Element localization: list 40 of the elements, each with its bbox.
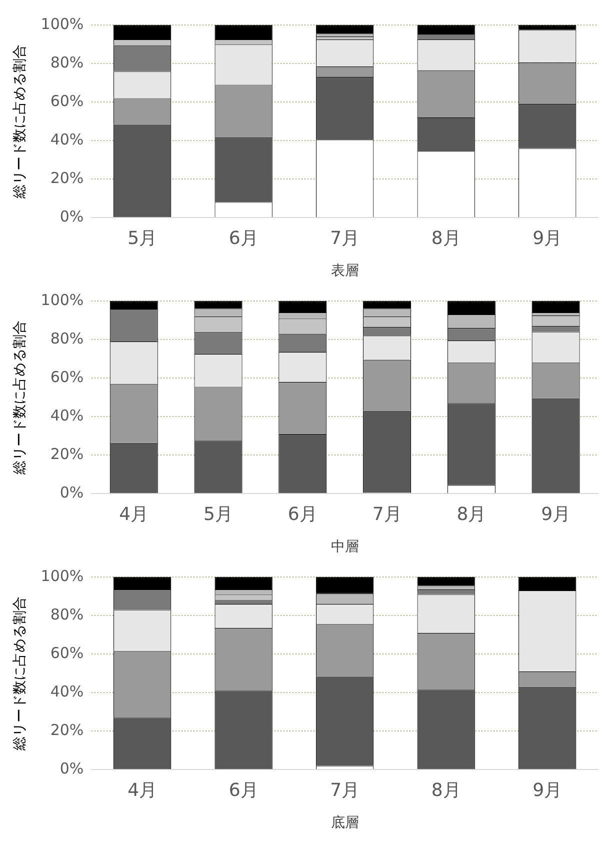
x-tick-label: 5月 bbox=[128, 228, 158, 250]
x-tick-label: 4月 bbox=[128, 780, 158, 802]
y-tick-label: 20% bbox=[50, 168, 84, 187]
x-axis-title: 中層 bbox=[330, 539, 359, 556]
y-tick-label: 80% bbox=[50, 53, 84, 72]
y-tick-label: 60% bbox=[50, 368, 84, 386]
x-tick-label: 9月 bbox=[532, 228, 562, 250]
y-tick-label: 100% bbox=[40, 566, 84, 585]
x-tick-label: 4月 bbox=[119, 504, 149, 526]
y-tick-label: 20% bbox=[50, 444, 84, 463]
y-tick-label: 100% bbox=[40, 14, 84, 33]
y-tick-label: 40% bbox=[50, 130, 84, 148]
y-tick-label: 60% bbox=[50, 92, 84, 110]
x-tick-label: 5月 bbox=[204, 504, 233, 526]
x-tick-label: 8月 bbox=[431, 780, 461, 802]
x-tick-label: 8月 bbox=[431, 228, 461, 250]
x-tick-label: 9月 bbox=[532, 780, 562, 802]
y-axis-title: 総リード数に占める割合 bbox=[12, 44, 28, 200]
x-tick-label: 7月 bbox=[330, 228, 360, 250]
x-tick-label: 7月 bbox=[330, 780, 360, 802]
y-tick-label: 80% bbox=[50, 605, 84, 624]
y-tick-label: 40% bbox=[50, 682, 84, 700]
y-tick-label: 60% bbox=[50, 644, 84, 662]
y-axis-title: 総リード数に占める割合 bbox=[12, 596, 28, 752]
x-tick-label: 8月 bbox=[456, 504, 486, 526]
y-tick-label: 20% bbox=[50, 720, 84, 739]
y-tick-label: 0% bbox=[60, 207, 84, 226]
x-tick-label: 6月 bbox=[288, 504, 318, 526]
y-tick-label: 40% bbox=[50, 406, 84, 424]
y-axis-title: 総リード数に占める割合 bbox=[12, 320, 28, 476]
y-tick-label: 80% bbox=[50, 329, 84, 348]
y-tick-label: 0% bbox=[60, 759, 84, 778]
x-tick-label: 7月 bbox=[372, 504, 402, 526]
y-tick-label: 0% bbox=[60, 483, 84, 502]
x-axis-title: 底層 bbox=[330, 815, 359, 832]
x-axis-title: 表層 bbox=[330, 263, 359, 280]
x-tick-label: 6月 bbox=[228, 228, 258, 250]
y-tick-label: 100% bbox=[40, 290, 84, 309]
x-tick-label: 6月 bbox=[228, 780, 258, 802]
x-tick-label: 9月 bbox=[541, 504, 571, 526]
